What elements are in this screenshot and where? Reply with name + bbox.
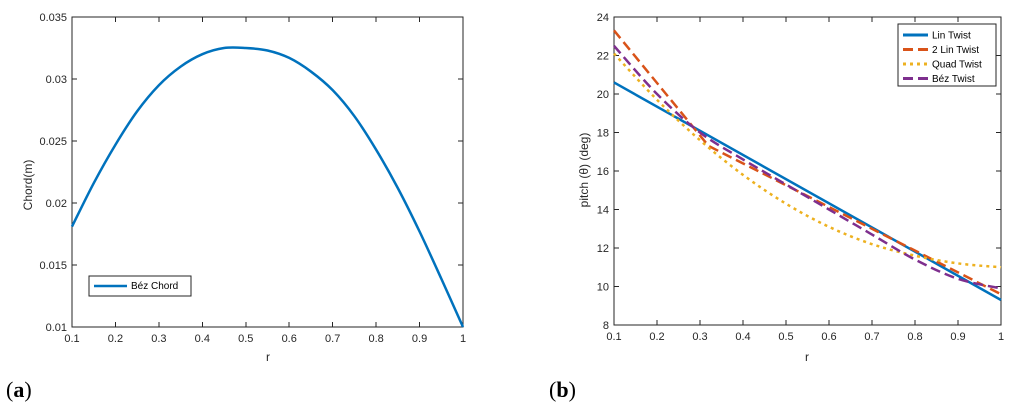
chord-y-tick-label: 0.035 [39, 12, 67, 24]
pitch-legend: Lin Twist 2 Lin Twist Quad Twist Béz Twist [897, 23, 997, 87]
pitch-x-axis-title: r [805, 350, 809, 364]
pitch-y-tick-label: 24 [597, 12, 609, 24]
pitch-y-tick-label: 20 [597, 89, 609, 101]
chord-y-tick-label: 0.015 [39, 260, 67, 272]
pitch-legend-box [897, 23, 997, 87]
pitch-x-tick-label: 0.2 [649, 331, 664, 343]
pitch-x-tick-label: 0.6 [821, 331, 836, 343]
chord-plot-area: 0.1 0.2 0.3 0.4 0.5 0.6 0.7 0.8 0.9 1 0.01 0.015 0.0… [39, 12, 466, 345]
chord-y-tick-label: 0.02 [46, 198, 67, 210]
pitch-y-tick-label: 14 [597, 205, 609, 217]
pitch-y-tick-label: 12 [597, 243, 609, 255]
pitch-x-tick-label: 1 [998, 331, 1004, 343]
pitch-y-tick-label: 22 [597, 51, 609, 63]
panel-label-b: (b) [549, 377, 576, 402]
pitch-chart: 0.1 0.2 0.3 0.4 0.5 0.6 0.7 0.8 0.9 1810121416182… [577, 12, 1004, 364]
pitch-legend-label-0: Lin Twist [932, 31, 971, 42]
pitch-legend-label-1: 2 Lin Twist [932, 45, 979, 56]
pitch-y-tick-label: 18 [597, 128, 609, 140]
panel-label-a: (a) [6, 377, 32, 402]
pitch-y-tick-label: 10 [597, 282, 609, 294]
chord-legend: Béz Chord [88, 275, 192, 297]
chord-x-tick-label: 0.4 [195, 333, 210, 345]
chord-x-axis-title: r [266, 350, 270, 364]
pitch-series-2 [613, 52, 1002, 269]
pitch-x-tick-label: 0.5 [778, 331, 793, 343]
chord-series-0 [70, 46, 465, 328]
chord-legend-box [88, 275, 192, 297]
chord-x-tick-label: 1 [460, 333, 466, 345]
chord-x-tick-label: 0.6 [282, 333, 297, 345]
chord-x-tick-label: 0.2 [108, 333, 123, 345]
chord-x-tick-label: 0.7 [325, 333, 340, 345]
pitch-x-tick-label: 0.8 [907, 331, 922, 343]
chord-y-tick-label: 0.01 [46, 322, 67, 334]
chord-y-tick-label: 0.03 [46, 74, 67, 86]
chord-axes-frame [71, 16, 464, 328]
pitch-plot-area: 0.1 0.2 0.3 0.4 0.5 0.6 0.7 0.8 0.9 1810121416182… [597, 12, 1004, 343]
pitch-legend-label-3: Béz Twist [932, 74, 975, 85]
pitch-series-3 [613, 45, 1002, 290]
pitch-x-tick-label: 0.9 [950, 331, 965, 343]
chord-chart: 0.1 0.2 0.3 0.4 0.5 0.6 0.7 0.8 0.9 1 0.01 0.015 0.0… [21, 12, 466, 364]
pitch-series-0 [613, 81, 1002, 302]
pitch-y-axis-title: pitch (θ) (deg) [577, 133, 591, 208]
pitch-x-tick-label: 0.7 [864, 331, 879, 343]
chord-y-tick-label: 0.025 [39, 136, 67, 148]
pitch-y-tick-label: 16 [597, 166, 609, 178]
pitch-y-tick-label: 8 [603, 320, 609, 332]
chord-x-tick-label: 0.1 [64, 333, 79, 345]
chord-x-tick-label: 0.9 [412, 333, 427, 345]
pitch-series-1 [613, 29, 1002, 296]
chord-legend-label: Béz Chord [131, 281, 178, 292]
pitch-x-tick-label: 0.3 [692, 331, 707, 343]
pitch-x-tick-label: 0.1 [606, 331, 621, 343]
chord-y-axis-title: Chord(m) [21, 160, 35, 211]
chord-x-tick-label: 0.3 [151, 333, 166, 345]
pitch-legend-label-2: Quad Twist [932, 60, 982, 71]
pitch-x-tick-label: 0.4 [735, 331, 750, 343]
chord-x-tick-label: 0.8 [368, 333, 383, 345]
chord-x-tick-label: 0.5 [238, 333, 253, 345]
